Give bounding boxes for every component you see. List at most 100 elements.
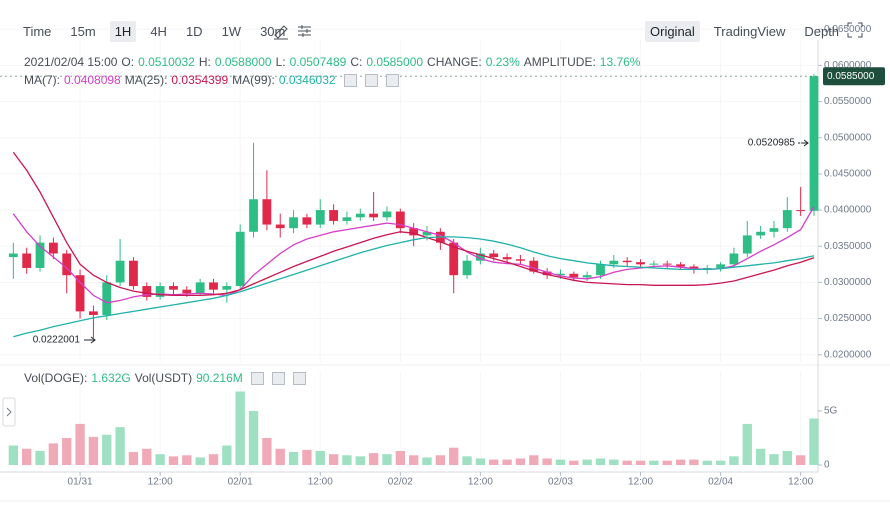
volume-bar — [502, 459, 512, 465]
candle-body — [529, 260, 539, 272]
info-value: 13.76% — [599, 55, 641, 69]
interval-button[interactable]: Time — [23, 24, 52, 39]
interval-button[interactable]: 15m — [70, 24, 96, 39]
ma-line — [12, 206, 815, 304]
pen-icon — [274, 25, 288, 40]
candle-body — [235, 231, 245, 287]
candle-body — [462, 260, 472, 276]
candle-body — [569, 273, 579, 278]
volume-bar — [222, 445, 232, 465]
volume-value: 1.632G — [91, 371, 131, 385]
candle-body — [636, 262, 645, 265]
candle-body — [89, 311, 98, 315]
volume-bar — [515, 458, 526, 465]
min-annotation: 0.0222001 — [33, 335, 81, 346]
x-tick-label: 02/03 — [548, 477, 573, 488]
ma-line — [12, 151, 815, 297]
candle-body — [115, 260, 125, 283]
candle-body — [302, 217, 312, 225]
interval-button[interactable]: 1W — [221, 24, 242, 39]
info-label: CHANGE: — [427, 55, 482, 69]
y-tick-label: 0.0450000 — [824, 169, 872, 180]
interval-button[interactable]: 30m — [260, 24, 286, 39]
max-annotation: 0.0520985 — [748, 138, 796, 149]
x-tick-label: 12:00 — [468, 477, 493, 488]
interval-button[interactable]: 4H — [150, 24, 167, 39]
ma-value: 0.0408098 — [64, 73, 121, 87]
y-tick-label: 0.0650000 — [824, 24, 872, 35]
info-value: 0.23% — [485, 55, 520, 69]
volume-bar — [288, 452, 299, 465]
view-button[interactable]: Original — [645, 21, 700, 42]
candle-body — [249, 199, 258, 232]
volume-bar — [809, 418, 819, 465]
x-tick-label: 12:00 — [308, 477, 333, 488]
y-tick-label: 0.0600000 — [824, 60, 872, 71]
volume-bar — [315, 450, 325, 465]
panel-icon[interactable] — [250, 371, 264, 385]
panel-icon[interactable] — [385, 73, 399, 87]
volume-bar — [715, 460, 726, 465]
fullscreen-glyph — [847, 22, 863, 38]
volume-bar — [409, 455, 419, 465]
ma-info: MA(7): 0.0408098 MA(25): 0.0354399 MA(99): 0.… — [24, 73, 403, 87]
volume-bar — [462, 456, 472, 465]
candle-body — [329, 210, 339, 221]
y-tick-label: 0.0350000 — [824, 241, 872, 252]
volume-bar — [475, 458, 486, 465]
volume-bar — [529, 455, 539, 465]
candle-body — [609, 260, 619, 265]
volume-bar — [569, 460, 579, 465]
info-value: 0.0588000 — [214, 55, 272, 69]
candle-body — [22, 253, 32, 268]
candle-body — [702, 267, 712, 270]
volume-bar — [729, 456, 739, 465]
volume-bar — [782, 450, 792, 465]
volume-bar — [195, 457, 205, 465]
candle-body — [809, 76, 819, 211]
y-tick-label: 0.0400000 — [824, 205, 872, 216]
candle-body — [142, 286, 152, 297]
view-button[interactable]: TradingView — [713, 24, 786, 39]
candle-body — [449, 242, 459, 276]
draw-tool-icon[interactable] — [272, 22, 312, 45]
volume-bar — [355, 456, 365, 465]
candle-body — [596, 264, 605, 276]
volume-bar — [542, 458, 552, 465]
x-tick-label: 12:00 — [788, 477, 813, 488]
x-tick-label: 02/04 — [708, 477, 733, 488]
view-button[interactable]: Depth — [804, 24, 840, 39]
volume-bar — [622, 460, 632, 465]
panel-icon[interactable] — [343, 73, 357, 87]
y-tick-label: 0.0500000 — [824, 132, 872, 143]
volume-bar — [422, 457, 432, 465]
grid — [0, 28, 818, 465]
y-tick-label: 0.0200000 — [824, 349, 872, 360]
volume-bar — [208, 454, 219, 465]
panel-icon[interactable] — [271, 371, 285, 385]
candle-body — [395, 211, 405, 229]
candle-body — [209, 282, 218, 290]
info-label: H: — [198, 55, 211, 69]
volume-bar — [769, 454, 779, 465]
fullscreen-icon[interactable] — [847, 22, 863, 38]
candle-body — [556, 273, 565, 276]
volume-bar — [155, 454, 165, 465]
view-toolbar: Original TradingView Depth — [645, 21, 853, 42]
interval-button[interactable]: 1H — [109, 21, 137, 42]
volume-bar — [102, 434, 112, 465]
candle-body — [102, 282, 112, 315]
panel-icon[interactable] — [364, 73, 378, 87]
x-tick-label: 02/01 — [228, 477, 253, 488]
interval-button[interactable]: 1D — [185, 24, 203, 39]
volume-bar — [795, 455, 806, 465]
x-tick-label: 01/31 — [68, 477, 93, 488]
ma-label: MA(25): — [124, 73, 168, 87]
candle-body — [382, 211, 392, 218]
candle-body — [756, 231, 766, 236]
volume-bar — [595, 458, 606, 465]
panel-icon[interactable] — [292, 371, 306, 385]
volume-bar — [342, 455, 352, 465]
side-toggle[interactable] — [2, 397, 16, 427]
volume-bar — [635, 460, 646, 465]
